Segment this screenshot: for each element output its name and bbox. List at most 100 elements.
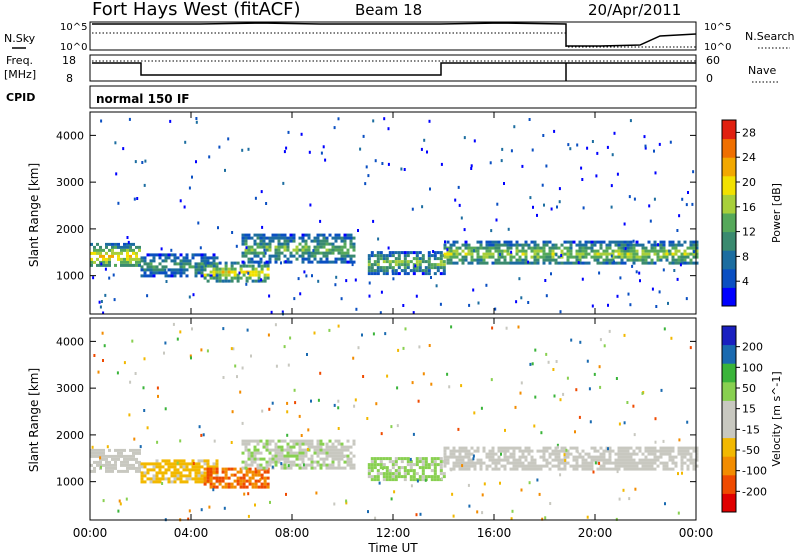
scatter-cell — [351, 263, 354, 267]
data-cell — [533, 258, 537, 262]
data-cell — [129, 457, 132, 461]
data-cell — [482, 255, 486, 259]
data-cell — [301, 257, 305, 261]
data-cell — [349, 260, 353, 264]
data-cell — [421, 254, 425, 258]
data-cell — [530, 467, 534, 471]
data-cell — [458, 464, 462, 468]
data-cell — [394, 460, 398, 464]
data-cell — [259, 236, 263, 240]
data-cell — [93, 245, 96, 249]
data-cell — [683, 255, 687, 259]
data-cell — [224, 270, 228, 274]
data-cell — [446, 461, 450, 465]
scatter-cell — [460, 384, 463, 388]
data-cell — [662, 240, 666, 244]
data-cell — [307, 254, 311, 258]
data-cell — [277, 457, 281, 461]
data-cell — [105, 257, 108, 261]
data-cell — [268, 451, 272, 455]
data-cell — [452, 452, 456, 456]
data-cell — [140, 465, 144, 469]
data-cell — [647, 458, 651, 462]
data-cell — [605, 461, 609, 465]
data-cell — [578, 258, 582, 262]
data-cell — [99, 460, 102, 464]
data-cell — [132, 451, 135, 455]
data-cell — [265, 260, 269, 264]
scatter-cell — [246, 328, 249, 332]
data-cell — [512, 461, 516, 465]
data-cell — [352, 254, 356, 258]
scatter-cell — [633, 197, 636, 201]
scatter-cell — [361, 333, 363, 337]
data-cell — [256, 242, 260, 246]
data-cell — [236, 261, 240, 265]
data-cell — [530, 261, 534, 265]
data-cell — [575, 261, 579, 265]
data-cell — [527, 452, 531, 456]
data-cell — [114, 245, 117, 249]
data-cell — [439, 260, 443, 264]
data-cell — [521, 464, 525, 468]
data-cell — [662, 464, 666, 468]
data-cell — [545, 255, 549, 259]
data-cell — [93, 248, 96, 252]
data-cell — [286, 239, 290, 243]
data-cell — [164, 274, 168, 278]
data-cell — [418, 475, 422, 479]
data-cell — [367, 260, 371, 264]
data-cell — [212, 262, 216, 266]
data-cell — [149, 468, 153, 472]
data-cell — [683, 249, 687, 253]
data-cell — [135, 448, 138, 452]
data-cell — [650, 452, 654, 456]
data-cell — [239, 470, 243, 474]
data-cell — [644, 464, 648, 468]
data-cell — [385, 254, 389, 258]
data-cell — [421, 475, 425, 479]
data-cell — [488, 449, 492, 453]
data-cell — [497, 449, 501, 453]
data-cell — [421, 269, 425, 273]
data-cell — [164, 259, 168, 263]
data-cell — [572, 261, 576, 265]
data-cell — [179, 268, 183, 272]
data-cell — [379, 457, 383, 461]
data-cell — [304, 439, 308, 443]
data-cell — [680, 258, 684, 262]
data-cell — [677, 243, 681, 247]
data-cell — [641, 252, 645, 256]
y-tick-label: 1000 — [56, 476, 84, 489]
data-cell — [548, 258, 552, 262]
scatter-cell — [457, 427, 460, 431]
data-cell — [536, 261, 540, 265]
scatter-cell — [619, 276, 622, 280]
data-cell — [129, 454, 132, 458]
scatter-cell — [416, 479, 419, 483]
colorbar-tick-label: -50 — [742, 444, 760, 457]
data-cell — [470, 461, 474, 465]
data-cell — [340, 448, 344, 452]
data-cell — [400, 460, 404, 464]
data-cell — [436, 269, 440, 273]
scatter-cell — [555, 360, 558, 363]
data-cell — [185, 477, 189, 481]
data-cell — [224, 279, 228, 283]
data-cell — [179, 480, 183, 484]
data-cell — [635, 243, 639, 247]
data-cell — [244, 466, 248, 470]
scatter-cell — [520, 296, 523, 300]
data-cell — [433, 469, 437, 473]
data-cell — [391, 272, 395, 276]
data-cell — [349, 239, 353, 243]
data-cell — [632, 255, 636, 259]
scatter-cell — [125, 497, 128, 501]
data-cell — [242, 482, 246, 486]
data-cell — [436, 463, 440, 467]
data-cell — [427, 266, 431, 270]
scatter-cell — [691, 202, 694, 206]
data-cell — [497, 258, 501, 262]
data-cell — [581, 249, 585, 253]
data-cell — [467, 467, 471, 471]
